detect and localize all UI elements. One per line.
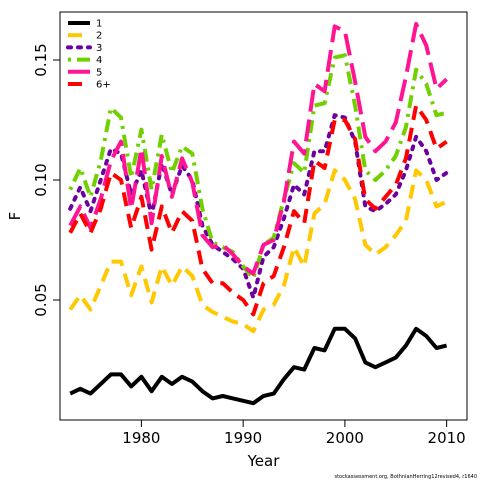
series-line-4 — [68, 53, 448, 281]
x-tick-label: 2010 — [428, 429, 466, 447]
series-line-1 — [69, 326, 448, 406]
x-tick-label: 2000 — [326, 429, 364, 447]
y-axis-title: F — [6, 212, 24, 221]
series-line-2 — [68, 168, 448, 334]
legend-label-3: 3 — [96, 43, 102, 54]
y-tick-label: 0.05 — [32, 283, 50, 316]
y-tick-label: 0.10 — [32, 163, 50, 196]
legend-label-1: 1 — [96, 19, 102, 30]
x-tick-label: 1990 — [224, 429, 262, 447]
legend-label-5: 5 — [96, 67, 102, 78]
x-axis-title: Year — [247, 452, 281, 470]
y-axis: 0.05 0.10 0.15 — [32, 43, 61, 317]
footer-source-note: stockassessment.org, BothnianHerring12re… — [334, 474, 477, 480]
x-axis: 1980 1990 2000 2010 — [122, 419, 466, 447]
series-line-6 — [68, 103, 448, 317]
legend-label-6: 6+ — [96, 80, 111, 91]
x-tick-label: 1980 — [122, 429, 160, 447]
legend-label-2: 2 — [96, 31, 102, 42]
series-layer — [68, 22, 449, 406]
y-tick-label: 0.15 — [32, 43, 50, 76]
series-line-5 — [68, 22, 448, 276]
legend-label-4: 4 — [96, 55, 102, 66]
